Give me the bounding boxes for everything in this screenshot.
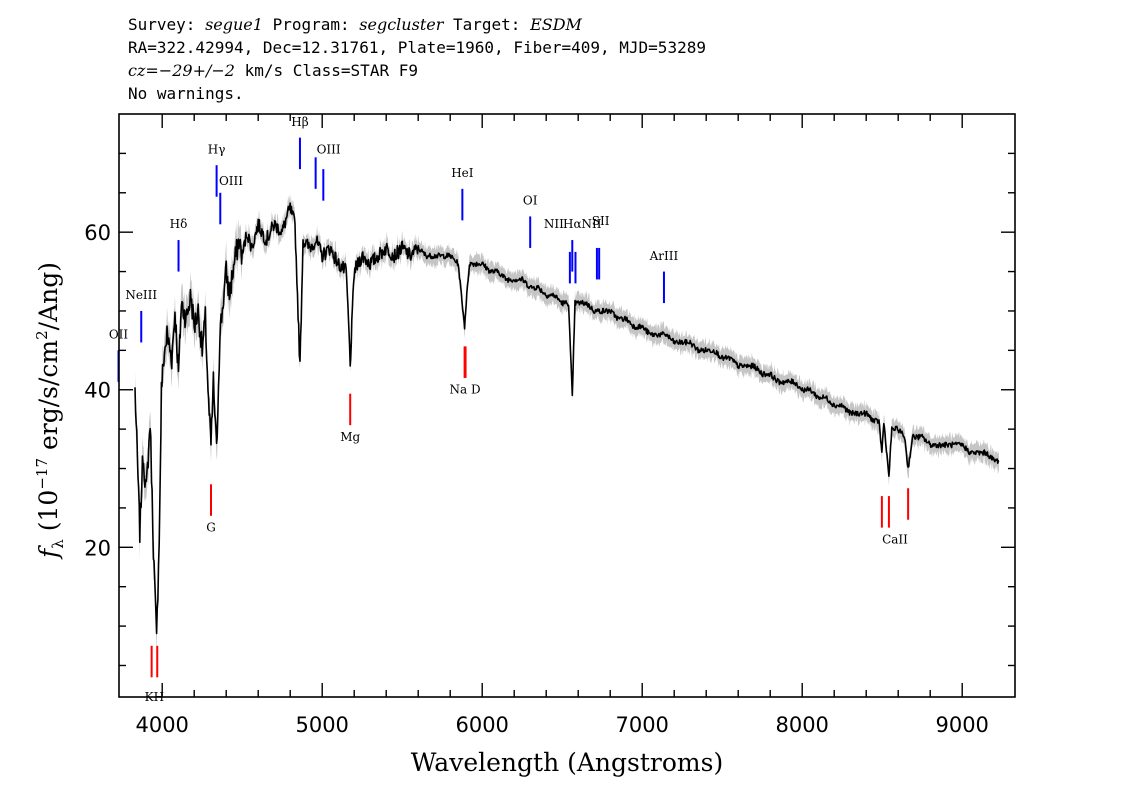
x-axis-label: Wavelength (Angstroms) <box>411 748 723 777</box>
emission-label: OI <box>523 194 538 208</box>
emission-label: NeIII <box>125 288 157 302</box>
axis-ticks: 4000 5000 6000 7000 8000 9000 20 40 60 <box>84 114 1015 737</box>
error-band <box>135 194 999 652</box>
emission-label: NII <box>581 217 601 231</box>
emission-label: NII <box>544 217 564 231</box>
spectrum-line <box>134 202 1000 635</box>
absorption-label: CaII <box>882 532 908 546</box>
emission-label: Hα <box>563 217 582 231</box>
absorption-label: Na D <box>450 383 481 397</box>
x-tick-label: 8000 <box>775 713 828 737</box>
emission-label: SII <box>592 214 610 228</box>
absorption-label: Mg <box>340 430 360 444</box>
emission-label: HeI <box>451 166 474 180</box>
emission-label: Hβ <box>291 115 308 129</box>
emission-label: ArIII <box>649 249 679 263</box>
header-line-3: cz=−29+/−2 km/s Class=STAR F9 <box>128 61 418 80</box>
x-tick-label: 7000 <box>615 713 668 737</box>
y-tick-label: 20 <box>84 536 111 560</box>
x-tick-label: 9000 <box>935 713 988 737</box>
survey-name: segue1 <box>205 15 263 34</box>
program-name: segcluster <box>359 15 444 34</box>
emission-label: OIII <box>219 174 243 188</box>
emission-label: Hδ <box>170 217 188 231</box>
x-tick-label: 5000 <box>295 713 348 737</box>
plot-frame <box>118 113 1016 698</box>
header-line-4: No warnings. <box>128 84 244 103</box>
emission-label: OIII <box>317 142 341 156</box>
emission-label: Hγ <box>208 142 226 156</box>
line-markers <box>117 137 910 678</box>
error-band-area <box>135 194 999 652</box>
y-tick-label: 60 <box>84 221 111 245</box>
absorption-label: G <box>206 521 216 535</box>
header-line-1: Survey: segue1 Program: segcluster Targe… <box>128 15 582 34</box>
y-axis-label: fλ (10−17 erg/s/cm2/Ang) <box>33 262 67 560</box>
y-tick-label: 40 <box>84 379 111 403</box>
x-tick-label: 6000 <box>455 713 508 737</box>
x-tick-label: 4000 <box>135 713 188 737</box>
redshift-value: cz=−29+/−2 <box>128 61 235 80</box>
spectrum-series <box>134 202 1000 635</box>
header-line-2: RA=322.42994, Dec=12.31761, Plate=1960, … <box>128 38 706 57</box>
target-name: ESDM <box>530 15 582 34</box>
